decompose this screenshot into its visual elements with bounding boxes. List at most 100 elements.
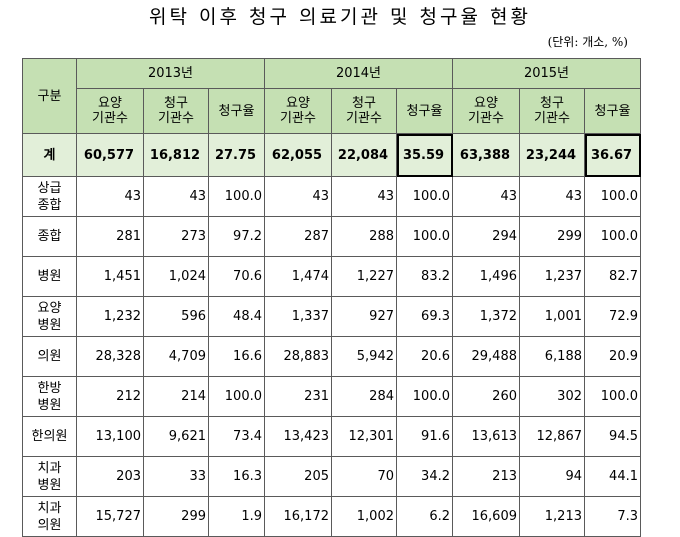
table-cell: 100.0 [584,216,641,257]
table-cell: 1,024 [143,256,209,297]
institutions-header: 요양 기관수 [452,88,520,134]
table-cell: 43 [519,176,585,217]
table-cell: 1,337 [264,296,332,337]
table-cell: 73.4 [208,416,265,457]
table-cell: 91.6 [396,416,453,457]
stats-table: 구분 2013년 2014년 2015년 요양 기관수 청구 기관수 청구율 요양 기관수 청… [22,58,641,537]
table-cell: 1,227 [331,256,397,297]
table-cell: 33 [143,456,209,497]
table-cell: 44.1 [584,456,641,497]
table-cell: 6,188 [519,336,585,377]
table-cell: 97.2 [208,216,265,257]
table-cell: 1,237 [519,256,585,297]
table-cell: 12,867 [519,416,585,457]
table-cell: 43 [264,176,332,217]
table-cell: 284 [331,376,397,417]
table-cell: 43 [143,176,209,217]
claiming-header: 청구 기관수 [331,88,397,134]
table-cell: 13,423 [264,416,332,457]
table-cell: 299 [143,496,209,537]
table-cell: 287 [264,216,332,257]
row-label: 한의원 [22,416,77,457]
table-cell: 9,621 [143,416,209,457]
table-cell: 13,613 [452,416,520,457]
total-cell-highlighted: 35.59 [396,133,453,177]
claiming-header: 청구 기관수 [519,88,585,134]
table-cell: 20.6 [396,336,453,377]
table-cell: 48.4 [208,296,265,337]
table-cell: 70.6 [208,256,265,297]
table-row: 치과 병원 203 33 16.3 205 70 34.2 213 94 44.1 [22,456,641,497]
table-cell: 83.2 [396,256,453,297]
year-header-2015: 2015년 [452,58,641,89]
table-cell: 28,328 [76,336,144,377]
row-label: 종합 [22,216,77,257]
claim-rate-header: 청구율 [396,88,453,134]
table-cell: 13,100 [76,416,144,457]
table-cell: 69.3 [396,296,453,337]
table-cell: 205 [264,456,332,497]
year-header-2014: 2014년 [264,58,453,89]
table-cell: 288 [331,216,397,257]
table-cell: 596 [143,296,209,337]
table-cell: 281 [76,216,144,257]
table-cell: 15,727 [76,496,144,537]
table-cell: 100.0 [208,376,265,417]
table-cell: 16.6 [208,336,265,377]
table-cell: 273 [143,216,209,257]
total-cell-highlighted: 36.67 [584,133,641,177]
table-cell: 70 [331,456,397,497]
table-cell: 82.7 [584,256,641,297]
category-header: 구분 [22,58,77,134]
table-cell: 16.3 [208,456,265,497]
table-cell: 1,213 [519,496,585,537]
table-cell: 94.5 [584,416,641,457]
table-row: 치과 의원 15,727 299 1.9 16,172 1,002 6.2 16,609 1,21… [22,496,641,537]
table-cell: 29,488 [452,336,520,377]
table-cell: 1,001 [519,296,585,337]
table-cell: 100.0 [396,216,453,257]
table-cell: 6.2 [396,496,453,537]
table-row: 한의원 13,100 9,621 73.4 13,423 12,301 91.6 13,613… [22,416,641,457]
table-cell: 100.0 [584,176,641,217]
table-title: 위탁 이후 청구 의료기관 및 청구율 현황 [149,6,531,28]
total-cell: 23,244 [519,133,585,177]
table-row: 의원 28,328 4,709 16.6 28,883 5,942 20.6 29,488 6,… [22,336,641,377]
total-row: 계 60,577 16,812 27.75 62,055 22,084 35.5… [22,133,641,177]
table-cell: 927 [331,296,397,337]
table-cell: 100.0 [396,376,453,417]
row-label: 한방 병원 [22,376,77,417]
table-cell: 214 [143,376,209,417]
table-cell: 72.9 [584,296,641,337]
total-cell: 63,388 [452,133,520,177]
claiming-header: 청구 기관수 [143,88,209,134]
table-cell: 213 [452,456,520,497]
table-cell: 1,496 [452,256,520,297]
table-cell: 1,232 [76,296,144,337]
row-label: 병원 [22,256,77,297]
table-cell: 1,474 [264,256,332,297]
table-cell: 100.0 [396,176,453,217]
table-cell: 294 [452,216,520,257]
unit-note: (단위: 개소, %) [547,35,628,49]
total-cell: 22,084 [331,133,397,177]
table-cell: 100.0 [208,176,265,217]
table-cell: 43 [331,176,397,217]
table-cell: 1,451 [76,256,144,297]
table-cell: 43 [452,176,520,217]
table-row: 상급 종합 43 43 100.0 43 43 100.0 43 43 100.0 [22,176,641,217]
table-cell: 203 [76,456,144,497]
table-cell: 12,301 [331,416,397,457]
table-cell: 16,172 [264,496,332,537]
table-cell: 299 [519,216,585,257]
claim-rate-header: 청구율 [208,88,265,134]
row-label: 치과 병원 [22,456,77,497]
table-cell: 4,709 [143,336,209,377]
total-cell: 16,812 [143,133,209,177]
table-cell: 231 [264,376,332,417]
table-cell: 16,609 [452,496,520,537]
row-label: 상급 종합 [22,176,77,217]
institutions-header: 요양 기관수 [76,88,144,134]
table-cell: 20.9 [584,336,641,377]
total-cell: 27.75 [208,133,265,177]
